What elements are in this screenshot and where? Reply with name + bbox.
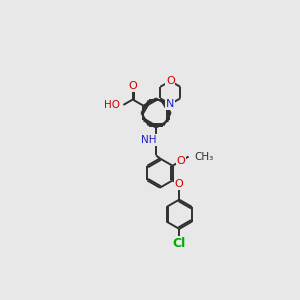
Text: CH₃: CH₃: [195, 152, 214, 161]
Text: O: O: [176, 156, 185, 166]
Text: HO: HO: [103, 100, 119, 110]
Text: N: N: [166, 99, 175, 109]
Text: O: O: [175, 179, 184, 189]
Text: Cl: Cl: [172, 237, 186, 250]
Text: O: O: [166, 76, 175, 86]
Text: O: O: [128, 81, 137, 92]
Text: NH: NH: [141, 135, 157, 145]
